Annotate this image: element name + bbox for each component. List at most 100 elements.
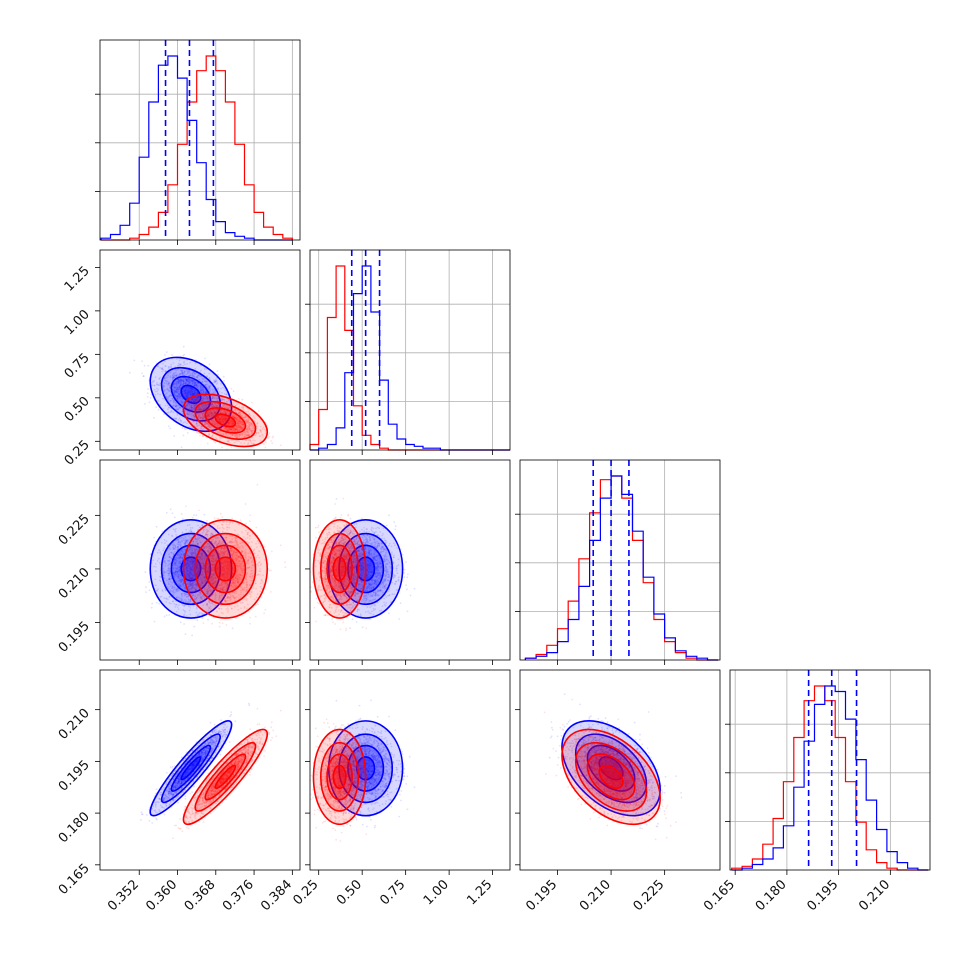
scatter-point-blue bbox=[148, 581, 150, 583]
scatter-point-red bbox=[258, 410, 260, 412]
scatter-point-blue bbox=[223, 376, 225, 378]
scatter-point-red bbox=[238, 398, 240, 400]
scatter-point-red bbox=[256, 527, 258, 529]
scatter-point-blue bbox=[172, 512, 174, 514]
scatter-point-blue bbox=[197, 619, 199, 621]
scatter-point-blue bbox=[217, 370, 219, 372]
scatter-point-blue bbox=[147, 388, 149, 390]
hist-panel-0 bbox=[95, 40, 300, 240]
scatter-point-blue bbox=[174, 517, 176, 519]
scatter-point-blue bbox=[169, 428, 171, 430]
scatter-point-blue bbox=[204, 358, 206, 360]
scatter-point-red bbox=[191, 393, 193, 395]
scatter-point-blue bbox=[145, 586, 147, 588]
scatter-point-red bbox=[269, 432, 271, 434]
scatter-point-red bbox=[175, 397, 177, 399]
scatter-point-blue bbox=[183, 346, 185, 348]
scatter-point-blue bbox=[207, 619, 209, 621]
scatter-point-red bbox=[188, 536, 190, 538]
scatter-point-blue bbox=[150, 397, 152, 399]
scatter-point-blue bbox=[170, 508, 172, 510]
scatter-point-blue bbox=[233, 390, 235, 392]
scatter-point-blue bbox=[182, 355, 184, 357]
scatter-point-red bbox=[207, 443, 209, 445]
scatter-point-blue bbox=[209, 363, 211, 365]
scatter-point-blue bbox=[143, 375, 145, 377]
scatter-point-blue bbox=[151, 607, 153, 609]
scatter-point-blue bbox=[155, 406, 157, 408]
scatter-point-blue bbox=[173, 435, 175, 437]
scatter-point-blue bbox=[183, 435, 185, 437]
scatter-point-red bbox=[179, 567, 181, 569]
scatter-point-blue bbox=[232, 627, 234, 629]
scatter-point-red bbox=[221, 516, 223, 518]
scatter-point-blue bbox=[153, 537, 155, 539]
scatter-point-blue bbox=[203, 514, 205, 516]
scatter-point-red bbox=[182, 555, 184, 557]
scatter-point-blue bbox=[145, 591, 147, 593]
scatter-point-blue bbox=[241, 399, 243, 401]
scatter-point-blue bbox=[202, 617, 204, 619]
scatter-point-red bbox=[285, 566, 287, 568]
scatter-point-red bbox=[214, 442, 216, 444]
scatter-point-red bbox=[179, 417, 181, 419]
scatter-point-blue bbox=[191, 635, 193, 637]
scatter-point-red bbox=[268, 437, 270, 439]
scatter-point-blue bbox=[166, 512, 168, 514]
scatter-point-red bbox=[245, 503, 247, 505]
joint-panel-content bbox=[129, 342, 282, 457]
scatter-point-red bbox=[270, 440, 272, 442]
scatter-point-red bbox=[178, 419, 180, 421]
scatter-point-blue bbox=[193, 514, 195, 516]
scatter-point-blue bbox=[192, 517, 194, 519]
joint-panel-2-0 bbox=[100, 460, 300, 660]
scatter-point-red bbox=[177, 414, 179, 416]
scatter-point-red bbox=[255, 616, 257, 618]
scatter-point-red bbox=[251, 402, 253, 404]
scatter-point-blue bbox=[168, 614, 170, 616]
scatter-point-red bbox=[272, 453, 274, 455]
scatter-point-blue bbox=[151, 603, 153, 605]
scatter-point-red bbox=[202, 435, 204, 437]
scatter-point-red bbox=[268, 434, 270, 436]
scatter-point-blue bbox=[166, 351, 168, 353]
joint-panel-content bbox=[145, 484, 287, 636]
scatter-point-red bbox=[271, 442, 273, 444]
scatter-point-red bbox=[189, 602, 191, 604]
scatter-point-blue bbox=[129, 372, 131, 374]
scatter-point-red bbox=[284, 561, 286, 563]
scatter-point-blue bbox=[187, 432, 189, 434]
scatter-point-blue bbox=[144, 403, 146, 405]
scatter-point-red bbox=[169, 418, 171, 420]
scatter-point-red bbox=[189, 607, 191, 609]
scatter-point-blue bbox=[156, 526, 158, 528]
scatter-point-red bbox=[220, 513, 222, 515]
scatter-point-red bbox=[181, 402, 183, 404]
scatter-point-red bbox=[191, 377, 193, 379]
scatter-point-red bbox=[221, 446, 223, 448]
scatter-point-red bbox=[174, 551, 176, 553]
scatter-point-blue bbox=[147, 392, 149, 394]
scatter-point-red bbox=[270, 570, 272, 572]
scatter-point-blue bbox=[141, 360, 143, 362]
scatter-point-blue bbox=[164, 354, 166, 356]
hist-bg bbox=[310, 250, 510, 450]
scatter-point-red bbox=[265, 442, 267, 444]
scatter-point-blue bbox=[154, 621, 156, 623]
joint-panel-1-0 bbox=[100, 250, 300, 457]
scatter-point-red bbox=[181, 393, 183, 395]
scatter-point-blue bbox=[193, 626, 195, 628]
scatter-point-red bbox=[211, 623, 213, 625]
scatter-point-blue bbox=[158, 409, 160, 411]
scatter-point-blue bbox=[184, 428, 186, 430]
scatter-point-red bbox=[168, 384, 170, 386]
scatter-point-blue bbox=[133, 360, 135, 362]
scatter-point-red bbox=[230, 447, 232, 449]
scatter-point-red bbox=[263, 443, 265, 445]
scatter-point-red bbox=[272, 437, 274, 439]
scatter-point-blue bbox=[182, 427, 184, 429]
scatter-point-blue bbox=[181, 513, 183, 515]
scatter-point-blue bbox=[223, 380, 225, 382]
scatter-point-blue bbox=[164, 616, 166, 618]
scatter-point-blue bbox=[144, 365, 146, 367]
